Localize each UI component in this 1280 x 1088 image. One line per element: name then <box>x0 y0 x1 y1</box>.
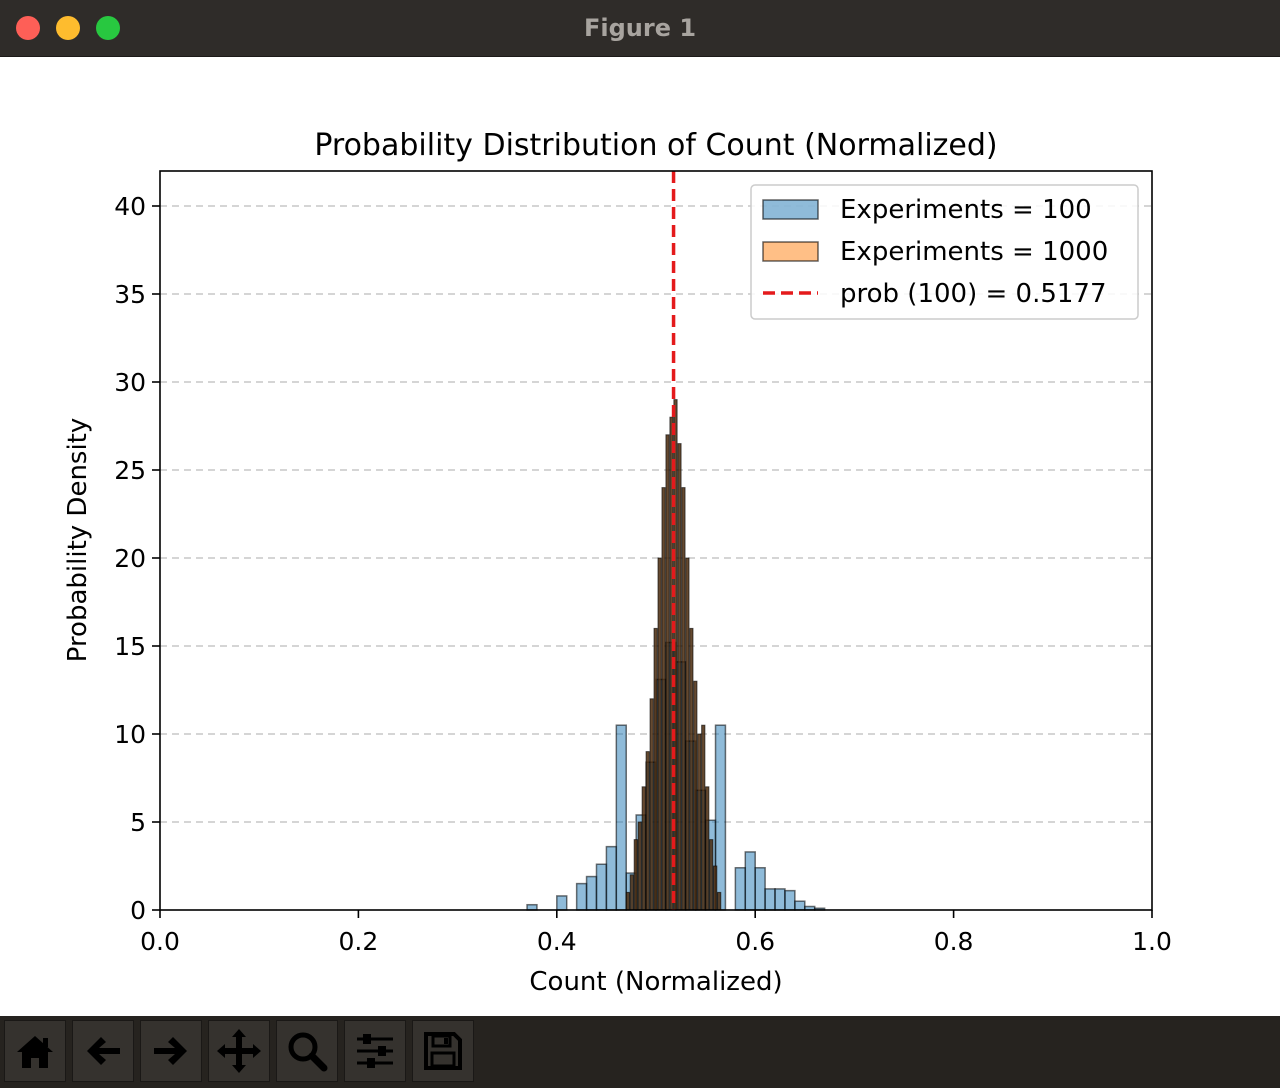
y-tick-label: 15 <box>114 632 146 661</box>
histogram-bar-experiments-1000 <box>681 487 686 911</box>
y-tick-label: 10 <box>114 720 146 749</box>
y-tick-label: 35 <box>114 280 146 309</box>
histogram-bar-experiments-1000 <box>641 786 646 911</box>
histogram-bar-experiments-1000 <box>649 698 654 911</box>
minimize-window-button[interactable] <box>56 16 80 40</box>
histogram-bar-experiments-100 <box>585 875 598 911</box>
plot-frame <box>159 170 1153 911</box>
home-icon <box>17 1036 53 1068</box>
home-button[interactable] <box>4 1020 66 1082</box>
magnifier-icon <box>288 1032 328 1072</box>
pan-button[interactable] <box>208 1020 270 1082</box>
histogram-bar-experiments-1000 <box>717 891 722 911</box>
histogram-bar-experiments-100 <box>734 867 747 911</box>
x-tick-label: 0.8 <box>934 927 974 956</box>
histogram-bar-experiments-1000 <box>633 839 638 911</box>
forward-button[interactable] <box>140 1020 202 1082</box>
histogram-bar-experiments-100 <box>556 895 568 911</box>
histogram-bar-experiments-100 <box>764 888 776 911</box>
histogram-bar-experiments-1000 <box>637 821 642 911</box>
floppy-disk-icon <box>424 1032 462 1070</box>
sliders-icon <box>357 1034 393 1068</box>
zoom-button[interactable] <box>276 1020 338 1082</box>
histogram-bar-experiments-100 <box>575 882 588 911</box>
title-bar: Figure 1 <box>0 0 1280 57</box>
chart-title: Probability Distribution of Count (Norma… <box>314 128 997 163</box>
histogram-bar-experiments-1000 <box>657 557 662 911</box>
x-tick-label: 0.6 <box>735 927 775 956</box>
legend-frame <box>750 184 1139 320</box>
figure-canvas: Probability Distribution of Count (Norma… <box>0 57 1280 1016</box>
histogram-bar-experiments-1000 <box>625 891 631 911</box>
legend-label-experiments-100: Experiments = 100 <box>840 195 1092 225</box>
histogram-bar-experiments-1000 <box>709 839 714 911</box>
histogram-bar-experiments-100 <box>774 888 786 911</box>
legend-label-experiments-1000: Experiments = 1000 <box>840 237 1108 267</box>
y-tick-label: 20 <box>114 544 146 573</box>
histogram-bar-experiments-1000 <box>685 557 690 911</box>
histogram-bar-experiments-1000 <box>653 627 658 911</box>
x-axis-label: Count (Normalized) <box>529 967 782 997</box>
x-tick-label: 0.2 <box>339 927 379 956</box>
histogram-bar-experiments-100 <box>784 889 796 911</box>
navigation-toolbar <box>0 1016 1280 1088</box>
configure-subplots-button[interactable] <box>344 1020 406 1082</box>
histogram-bar-experiments-1000 <box>661 487 666 911</box>
legend-label-prob-line: prob (100) = 0.5177 <box>840 279 1107 309</box>
legend-swatch-experiments-100 <box>762 199 819 220</box>
histogram-bar-experiments-1000 <box>693 680 698 911</box>
histogram-bar-experiments-100 <box>794 900 806 911</box>
histogram-bar-experiments-1000 <box>697 733 702 911</box>
histogram-chart: Probability Distribution of Count (Norma… <box>63 128 1172 997</box>
legend-swatch-experiments-1000 <box>762 241 819 262</box>
histogram-bar-experiments-1000 <box>705 786 710 911</box>
y-axis-label: Probability Density <box>63 418 93 663</box>
x-tick-label: 0.0 <box>140 927 180 956</box>
move-icon <box>217 1029 261 1073</box>
x-tick-label: 0.4 <box>537 927 577 956</box>
histogram-bar-experiments-1000 <box>713 865 718 911</box>
histogram-bar-experiments-100 <box>754 867 766 911</box>
arrow-right-icon <box>154 1037 187 1065</box>
y-tick-label: 40 <box>114 192 146 221</box>
y-tick-label: 30 <box>114 368 146 397</box>
histogram-bar-experiments-1000 <box>677 443 682 911</box>
histogram-bar-experiments-1000 <box>629 874 634 911</box>
histogram-bar-experiments-1000 <box>701 724 706 911</box>
close-window-button[interactable] <box>16 16 40 40</box>
y-tick-label: 25 <box>114 456 146 485</box>
histogram-bar-experiments-1000 <box>665 434 670 911</box>
histogram-bar-experiments-100 <box>615 724 627 911</box>
legend: Experiments = 100 Experiments = 1000 pro… <box>750 184 1139 320</box>
series-experiments-1000 <box>625 399 722 911</box>
histogram-bar-experiments-100 <box>744 851 756 911</box>
histogram-bar-experiments-1000 <box>673 399 678 911</box>
histogram-bar-experiments-100 <box>605 845 618 911</box>
histogram-bar-experiments-1000 <box>689 627 694 911</box>
save-button[interactable] <box>412 1020 474 1082</box>
histogram-bar-experiments-1000 <box>645 751 650 911</box>
histogram-bar-experiments-100 <box>595 863 608 911</box>
x-tick-label: 1.0 <box>1132 927 1172 956</box>
window-title: Figure 1 <box>583 14 697 42</box>
back-button[interactable] <box>72 1020 134 1082</box>
y-tick-label: 5 <box>130 808 146 837</box>
axis-ticks: 0 5 10 15 20 25 30 35 40 0.0 0.2 0.4 0.6 0.8 1.0 <box>114 192 1172 956</box>
arrow-left-icon <box>87 1037 120 1065</box>
maximize-window-button[interactable] <box>96 16 120 40</box>
y-tick-label: 0 <box>130 896 146 925</box>
